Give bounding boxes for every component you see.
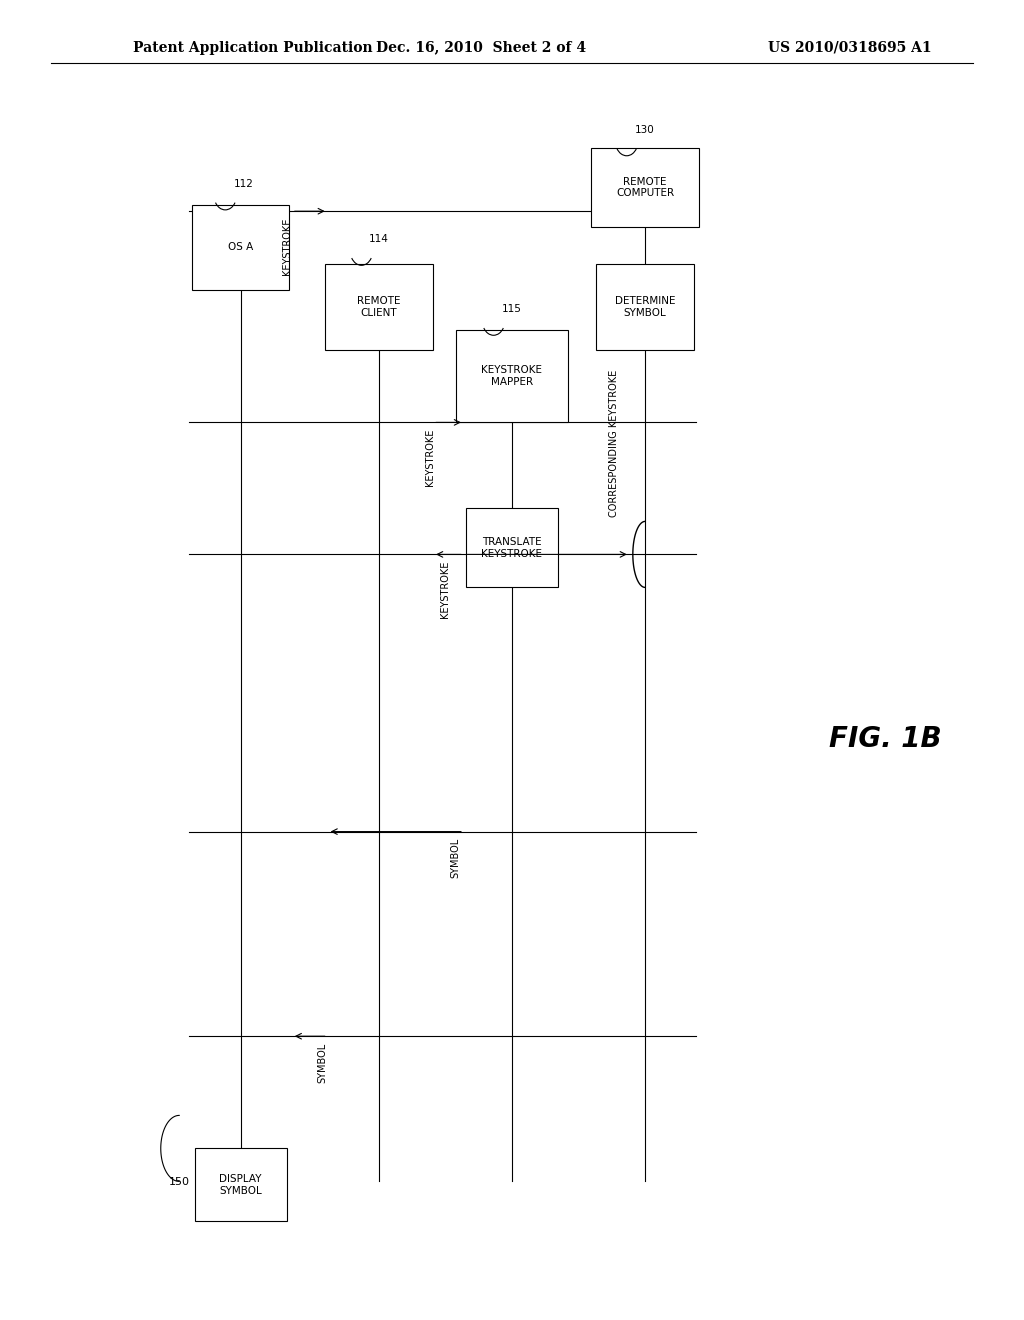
Bar (326, 264, 432, 350)
Text: KEYSTROKE: KEYSTROKE (425, 429, 435, 486)
Bar (596, 264, 694, 350)
Text: DISPLAY
SYMBOL: DISPLAY SYMBOL (219, 1173, 262, 1196)
Text: 115: 115 (502, 304, 521, 314)
Text: 112: 112 (233, 178, 253, 189)
Text: 150: 150 (169, 1177, 189, 1188)
Text: Patent Application Publication: Patent Application Publication (133, 41, 373, 54)
Text: SYMBOL: SYMBOL (317, 1043, 328, 1082)
Bar (456, 330, 568, 422)
Text: OS A: OS A (228, 243, 253, 252)
Text: 114: 114 (369, 234, 388, 244)
Bar (466, 508, 558, 587)
Text: US 2010/0318695 A1: US 2010/0318695 A1 (768, 41, 932, 54)
Bar (195, 1148, 287, 1221)
Text: FIG. 1B: FIG. 1B (829, 725, 942, 754)
Text: REMOTE
COMPUTER: REMOTE COMPUTER (616, 177, 674, 198)
Text: DETERMINE
SYMBOL: DETERMINE SYMBOL (614, 296, 676, 318)
Text: TRANSLATE
KEYSTROKE: TRANSLATE KEYSTROKE (481, 537, 543, 558)
Text: Dec. 16, 2010  Sheet 2 of 4: Dec. 16, 2010 Sheet 2 of 4 (376, 41, 587, 54)
Text: REMOTE
CLIENT: REMOTE CLIENT (357, 296, 400, 318)
Text: KEYSTROKE: KEYSTROKE (440, 561, 451, 618)
Text: 130: 130 (635, 124, 654, 135)
Bar (592, 148, 698, 227)
Text: KEYSTROKE: KEYSTROKE (282, 218, 292, 275)
Text: KEYSTROKE
MAPPER: KEYSTROKE MAPPER (481, 366, 543, 387)
Text: CORRESPONDING KEYSTROKE: CORRESPONDING KEYSTROKE (609, 370, 620, 517)
Bar (193, 205, 289, 290)
Text: SYMBOL: SYMBOL (451, 838, 461, 878)
